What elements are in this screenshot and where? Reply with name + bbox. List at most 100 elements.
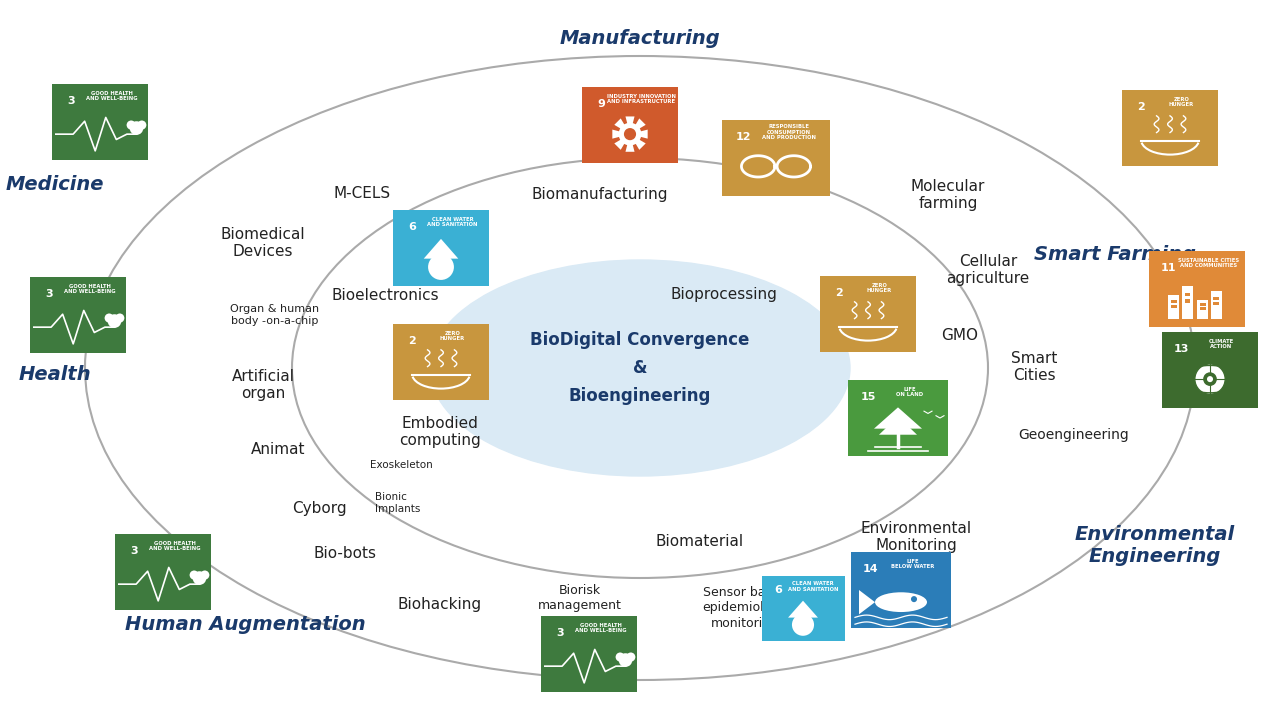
Text: 12: 12 [736,132,751,142]
Polygon shape [879,416,916,435]
Circle shape [792,613,814,636]
Circle shape [127,120,136,130]
Bar [1201,303,1206,306]
Text: GMO: GMO [942,328,978,343]
Text: Bioelectronics: Bioelectronics [332,287,439,302]
Text: Bionic
Implants: Bionic Implants [375,492,420,514]
Text: 3: 3 [45,289,52,299]
FancyBboxPatch shape [1149,251,1245,327]
FancyBboxPatch shape [541,616,637,692]
Text: Cellular
agriculture: Cellular agriculture [946,254,1029,286]
Text: Manufacturing: Manufacturing [559,29,721,48]
Text: Human Augmentation: Human Augmentation [124,616,365,634]
Polygon shape [1169,295,1179,320]
Circle shape [626,652,635,662]
Polygon shape [859,590,876,614]
FancyBboxPatch shape [851,552,951,628]
Polygon shape [874,408,922,428]
Text: GOOD HEALTH
AND WELL-BEING: GOOD HEALTH AND WELL-BEING [148,541,201,552]
Circle shape [1203,372,1217,386]
Text: Embodied
computing: Embodied computing [399,416,481,448]
Text: 9: 9 [598,99,605,109]
FancyBboxPatch shape [762,576,845,641]
FancyBboxPatch shape [29,277,125,353]
FancyBboxPatch shape [52,84,148,160]
Ellipse shape [430,260,850,476]
Text: 3: 3 [131,546,138,556]
Text: Smart Farming: Smart Farming [1034,246,1196,264]
FancyBboxPatch shape [1123,90,1219,166]
Text: LIFE
ON LAND: LIFE ON LAND [896,387,924,397]
Bar [1171,305,1176,307]
Bar [1171,300,1176,302]
Text: Artificial
organ: Artificial organ [232,369,294,401]
Text: CLIMATE
ACTION: CLIMATE ACTION [1208,339,1234,349]
Text: Biomaterial: Biomaterial [655,534,744,549]
Circle shape [1194,364,1225,395]
Text: 3: 3 [557,628,564,638]
Polygon shape [1181,286,1193,320]
Text: CLEAN WATER
AND SANITATION: CLEAN WATER AND SANITATION [428,217,477,228]
Text: 15: 15 [860,392,876,402]
Text: GOOD HEALTH
AND WELL-BEING: GOOD HEALTH AND WELL-BEING [64,284,115,294]
FancyBboxPatch shape [393,210,489,286]
FancyBboxPatch shape [115,534,211,610]
Polygon shape [1211,292,1221,320]
Circle shape [428,254,454,280]
Circle shape [193,571,206,585]
Text: Organ & human
body -on-a-chip: Organ & human body -on-a-chip [230,304,320,325]
FancyBboxPatch shape [722,120,829,196]
FancyBboxPatch shape [849,380,948,456]
Circle shape [137,120,146,130]
Text: Biomedical
Devices: Biomedical Devices [220,227,306,259]
Text: Cyborg: Cyborg [292,500,347,516]
Circle shape [129,121,143,135]
FancyBboxPatch shape [582,87,678,163]
Text: CLEAN WATER
AND SANITATION: CLEAN WATER AND SANITATION [787,581,838,592]
Text: 2: 2 [1138,102,1146,112]
Polygon shape [1197,300,1208,320]
Circle shape [115,313,124,323]
FancyBboxPatch shape [1162,332,1258,408]
Text: Medicine: Medicine [5,176,104,194]
Circle shape [616,652,625,662]
Ellipse shape [876,593,927,612]
Circle shape [618,653,632,667]
Bar [1213,302,1219,305]
Text: ZERO
HUNGER: ZERO HUNGER [867,283,892,293]
Bar [1213,297,1219,300]
Circle shape [108,314,122,328]
Text: GOOD HEALTH
AND WELL-BEING: GOOD HEALTH AND WELL-BEING [575,623,626,634]
Text: LIFE
BELOW WATER: LIFE BELOW WATER [891,559,934,570]
Circle shape [623,128,636,140]
Circle shape [189,570,198,580]
Polygon shape [424,239,458,258]
Text: SUSTAINABLE CITIES
AND COMMUNITIES: SUSTAINABLE CITIES AND COMMUNITIES [1178,258,1239,269]
FancyBboxPatch shape [820,276,916,352]
Circle shape [911,596,916,602]
Text: Exoskeleton: Exoskeleton [370,460,433,470]
Text: RESPONSIBLE
CONSUMPTION
AND PRODUCTION: RESPONSIBLE CONSUMPTION AND PRODUCTION [762,125,815,140]
Text: Health: Health [19,366,91,384]
Text: Biorisk
management: Biorisk management [538,584,622,612]
Text: Biohacking: Biohacking [398,598,483,613]
Text: INDUSTRY INNOVATION
AND INFRASTRUCTURE: INDUSTRY INNOVATION AND INFRASTRUCTURE [607,94,676,104]
Text: Smart
Cities: Smart Cities [1011,351,1057,383]
Text: M-CELS: M-CELS [333,186,390,200]
Text: Environmental
Monitoring: Environmental Monitoring [860,521,972,553]
Circle shape [105,313,114,323]
Bar [1185,300,1190,302]
Text: 11: 11 [1161,263,1176,273]
Text: Environmental
Engineering: Environmental Engineering [1075,524,1235,565]
Text: 6: 6 [774,585,782,595]
Text: Geoengineering: Geoengineering [1019,428,1129,442]
Text: Animat: Animat [251,441,305,456]
FancyBboxPatch shape [393,324,489,400]
Text: Sensor based
epidemiology
monitoring: Sensor based epidemiology monitoring [703,587,787,629]
Text: Biomanufacturing: Biomanufacturing [531,187,668,202]
Text: ZERO
HUNGER: ZERO HUNGER [440,331,465,341]
Text: 2: 2 [408,336,416,346]
Bar [1185,293,1190,296]
Text: 3: 3 [68,96,76,106]
Text: 14: 14 [863,564,879,574]
